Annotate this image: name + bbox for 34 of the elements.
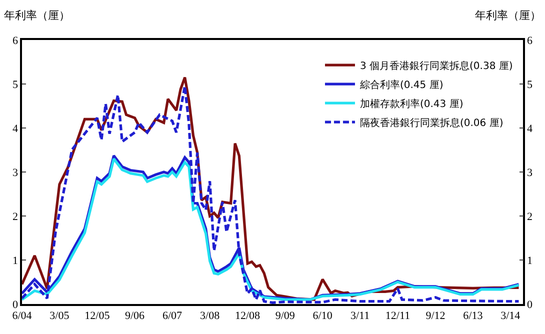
y-tick-label: 5	[12, 78, 19, 91]
y-tick-label: 3	[12, 166, 19, 179]
y-tick-label: 2	[12, 210, 18, 223]
x-tick-label: 6/04	[12, 310, 32, 322]
y2-tick-label: 5	[526, 78, 533, 91]
x-tick-label: 6/10	[312, 310, 333, 322]
x-tick-label: 9/12	[426, 310, 446, 322]
y2-axis-title: 年利率（厘）	[475, 9, 541, 22]
y2-tick-label: 6	[526, 34, 533, 47]
y-tick-label: 1	[12, 254, 18, 267]
x-tick-label: 6/07	[162, 310, 182, 322]
legend-label: 隔夜香港銀行同業拆息(0.06 厘)	[360, 116, 504, 129]
x-tick-label: 12/05	[84, 310, 110, 322]
x-tick-label: 3/11	[350, 310, 370, 322]
x-tick-label: 12/08	[235, 310, 261, 322]
y2-tick-label: 2	[526, 210, 532, 223]
y2-tick-label: 0	[526, 298, 533, 311]
x-tick-label: 9/06	[124, 310, 146, 322]
y2-tick-label: 4	[526, 122, 533, 135]
x-tick-label: 6/13	[463, 310, 484, 322]
x-tick-label: 9/09	[275, 310, 296, 322]
x-tick-label: 3/14	[500, 310, 521, 322]
y2-tick-label: 1	[526, 254, 532, 267]
y2-tick-label: 3	[526, 166, 533, 179]
x-tick-label: 3/08	[200, 310, 220, 322]
y-tick-label: 0	[12, 298, 19, 311]
x-tick-label: 3/05	[50, 310, 70, 322]
legend-label: 綜合利率(0.45 厘)	[358, 78, 444, 91]
y-tick-label: 4	[12, 122, 19, 135]
legend-label: 加權存款利率(0.43 厘)	[360, 98, 464, 110]
legend-label: 3 個月香港銀行同業拆息(0.38 厘)	[360, 60, 513, 72]
y-tick-label: 6	[12, 34, 19, 47]
y-axis-title: 年利率（厘）	[4, 9, 70, 22]
x-tick-label: 12/11	[385, 310, 410, 322]
